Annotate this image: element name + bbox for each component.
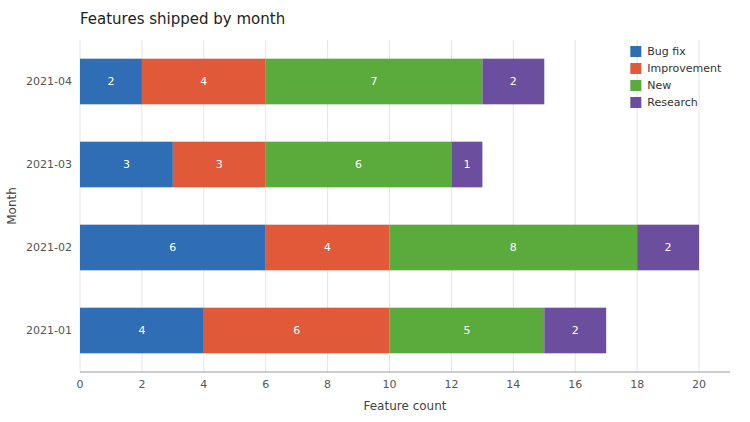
data-label: 6 [169,241,176,254]
y-tick-label: 2021-02 [26,241,72,254]
data-label: 6 [293,324,300,337]
legend-swatch [630,80,641,91]
y-tick-label: 2021-04 [26,75,72,88]
bar-segment [482,59,544,105]
data-label: 4 [324,241,331,254]
bar-segment [266,225,390,271]
title: Features shipped by month [80,10,285,28]
legend-swatch [630,46,641,57]
bar-segment [80,308,204,354]
bar-segment [544,308,606,354]
data-label: 4 [138,324,145,337]
data-labels: 4 6 3 2 6 4 3 4 5 8 6 7 2 2 1 2 [107,75,671,337]
x-tick-label: 12 [444,378,458,391]
x-tick-label: 6 [262,378,269,391]
x-tick-label: 8 [324,378,331,391]
data-label: 3 [123,158,130,171]
data-label: 2 [665,241,672,254]
data-label: 2 [510,75,517,88]
data-label: 1 [463,158,470,171]
data-label: 3 [216,158,223,171]
data-label: 7 [371,75,378,88]
bar-segment [266,142,452,188]
legend-label: New [647,79,671,92]
y-axis-label: Month [5,187,19,225]
y-tick-label: 2021-01 [26,324,72,337]
data-label: 4 [200,75,207,88]
x-tick-label: 14 [506,378,520,391]
legend-label: Improvement [647,62,722,75]
x-tick-label: 18 [630,378,644,391]
grid [80,40,699,372]
bar-segment [142,59,266,105]
legend-swatch [630,63,641,74]
legend-swatch [630,97,641,108]
x-axis-label: Feature count [363,399,446,413]
bar-segment [80,142,173,188]
data-label: 8 [510,241,517,254]
data-label: 6 [355,158,362,171]
x-axis-line [80,372,730,373]
bars [80,59,699,354]
data-label: 2 [572,324,579,337]
data-label: 5 [463,324,470,337]
bar-segment [266,59,483,105]
x-tick-label: 16 [568,378,582,391]
bar-segment [173,142,266,188]
legend: Bug fix Improvement New Research [630,45,722,109]
y-tick-label: 2021-03 [26,158,72,171]
grid-line [699,40,700,372]
x-tick-label: 0 [77,378,84,391]
bar-segment [80,59,142,105]
bar-segment [390,308,545,354]
bar-segment [80,225,266,271]
x-tick-label: 2 [138,378,145,391]
bar-segment [390,225,638,271]
chart: 0246810121416182046326434586722122021-01… [0,0,750,422]
x-tick-label: 20 [692,378,706,391]
x-tick-label: 4 [200,378,207,391]
bar-segment [451,142,482,188]
legend-label: Bug fix [647,45,686,58]
legend-label: Research [647,96,697,109]
bar-segment [637,225,699,271]
x-tick-label: 10 [383,378,397,391]
bar-segment [204,308,390,354]
data-label: 2 [107,75,114,88]
